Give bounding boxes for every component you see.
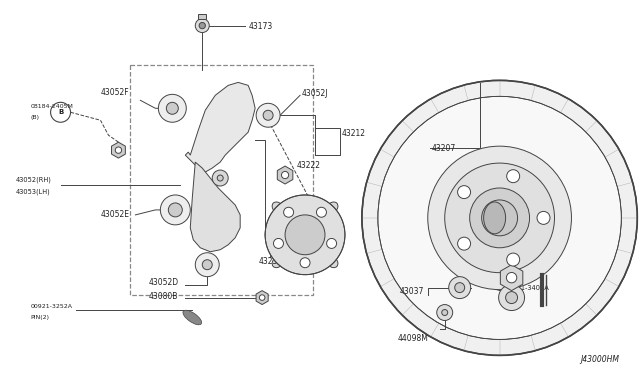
Circle shape [217, 175, 223, 181]
Circle shape [326, 238, 337, 248]
Circle shape [449, 277, 470, 299]
Circle shape [436, 305, 452, 321]
Polygon shape [500, 265, 523, 291]
Circle shape [316, 207, 326, 217]
Text: 44098M: 44098M [398, 334, 429, 343]
Ellipse shape [326, 202, 338, 214]
Text: PIN(2): PIN(2) [504, 296, 525, 302]
Circle shape [362, 80, 637, 355]
Circle shape [458, 186, 470, 199]
Text: 43037: 43037 [400, 287, 424, 296]
Circle shape [265, 195, 345, 275]
Circle shape [506, 292, 518, 304]
Circle shape [115, 147, 122, 153]
Circle shape [166, 102, 179, 114]
Polygon shape [186, 82, 255, 172]
Circle shape [212, 170, 228, 186]
Circle shape [263, 110, 273, 120]
Circle shape [285, 215, 325, 255]
Text: B: B [58, 109, 63, 115]
Circle shape [300, 258, 310, 268]
Text: 43052J: 43052J [302, 89, 328, 98]
Polygon shape [277, 166, 293, 184]
Circle shape [273, 238, 284, 248]
Circle shape [454, 283, 465, 293]
Text: 43232: 43232 [258, 257, 282, 266]
Circle shape [195, 253, 220, 277]
Text: 43084: 43084 [492, 259, 516, 268]
Circle shape [168, 203, 182, 217]
Circle shape [506, 272, 516, 283]
Text: 43080B: 43080B [148, 292, 178, 301]
Circle shape [195, 19, 209, 33]
Ellipse shape [326, 256, 338, 267]
Text: 08184-2405M: 08184-2405M [31, 104, 74, 109]
Text: 43212: 43212 [342, 129, 366, 138]
Circle shape [282, 171, 289, 179]
Text: 43052F: 43052F [100, 88, 129, 97]
Polygon shape [111, 142, 125, 158]
Text: (B): (B) [31, 115, 40, 120]
Ellipse shape [484, 202, 506, 234]
Circle shape [284, 207, 294, 217]
Circle shape [442, 310, 448, 315]
Text: 43053(LH): 43053(LH) [15, 189, 51, 195]
Circle shape [470, 188, 529, 248]
Bar [198, 14, 207, 19]
Circle shape [499, 285, 525, 311]
Circle shape [158, 94, 186, 122]
Circle shape [458, 237, 470, 250]
Text: 43265: 43265 [492, 282, 516, 291]
Ellipse shape [183, 310, 202, 325]
Text: 00921-3252A: 00921-3252A [31, 304, 72, 309]
Ellipse shape [272, 202, 284, 214]
Text: J43000HM: J43000HM [580, 355, 620, 364]
Circle shape [259, 295, 265, 300]
Circle shape [507, 253, 520, 266]
Circle shape [428, 146, 572, 290]
Ellipse shape [272, 256, 284, 267]
Circle shape [161, 195, 190, 225]
Text: 43052(RH): 43052(RH) [15, 177, 52, 183]
Text: 43173: 43173 [248, 22, 273, 31]
Circle shape [199, 22, 205, 29]
Text: 43052D: 43052D [148, 278, 179, 287]
Circle shape [507, 170, 520, 183]
Circle shape [256, 103, 280, 127]
Text: 43207: 43207 [432, 144, 456, 153]
Polygon shape [190, 162, 240, 252]
Circle shape [445, 163, 554, 273]
Circle shape [537, 211, 550, 224]
Circle shape [202, 260, 212, 270]
Text: 43222: 43222 [297, 161, 321, 170]
Text: 43052E: 43052E [100, 211, 129, 219]
Text: PIN(2): PIN(2) [31, 315, 50, 320]
Circle shape [378, 96, 621, 339]
Text: 00921-3402A: 00921-3402A [504, 285, 549, 291]
Circle shape [482, 200, 518, 236]
Polygon shape [256, 291, 268, 305]
